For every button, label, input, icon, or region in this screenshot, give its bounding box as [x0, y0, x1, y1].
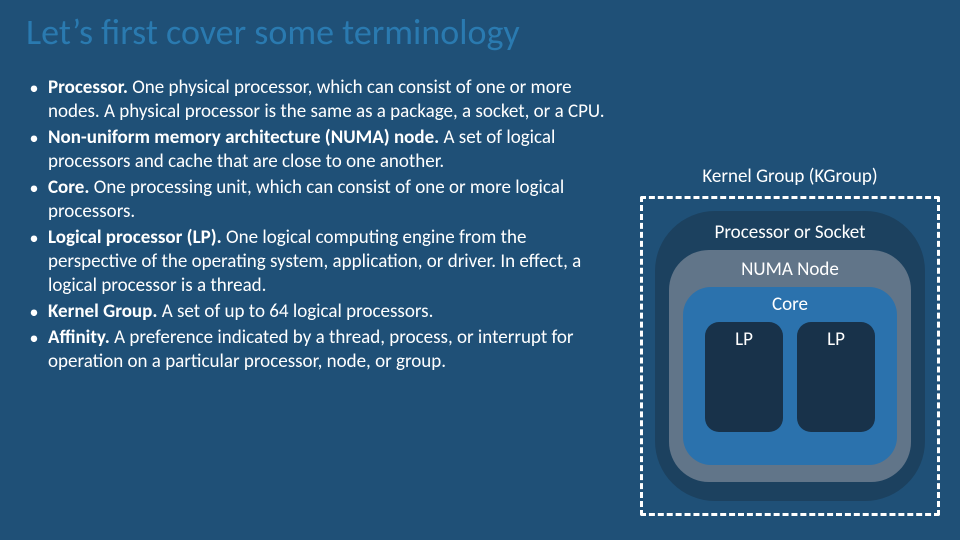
kgroup-box: Processor or Socket NUMA Node Core LP LP — [640, 196, 940, 516]
bullet-dot-icon: • — [20, 326, 48, 374]
bullet-dot-icon: • — [20, 300, 48, 324]
bullet-dot-icon: • — [20, 76, 48, 124]
bullet-text: Non-uniform memory architecture (NUMA) n… — [48, 126, 610, 174]
bullet-text: Kernel Group. A set of up to 64 logical … — [48, 300, 433, 324]
slide-title: Let’s first cover some terminology — [26, 10, 520, 54]
list-item: • Kernel Group. A set of up to 64 logica… — [20, 300, 610, 324]
bullet-dot-icon: • — [20, 126, 48, 174]
lp-box: LP — [797, 322, 875, 432]
numa-label: NUMA Node — [669, 258, 911, 281]
bullet-text: Affinity. A preference indicated by a th… — [48, 326, 610, 374]
list-item: • Logical processor (LP). One logical co… — [20, 226, 610, 298]
list-item: • Core. One processing unit, which can c… — [20, 176, 610, 224]
processor-label: Processor or Socket — [655, 221, 925, 244]
bullet-text: Core. One processing unit, which can con… — [48, 176, 610, 224]
numa-box: NUMA Node Core LP LP — [669, 250, 911, 482]
core-label: Core — [683, 293, 897, 316]
list-item: • Non-uniform memory architecture (NUMA)… — [20, 126, 610, 174]
processor-box: Processor or Socket NUMA Node Core LP LP — [655, 211, 925, 501]
bullet-dot-icon: • — [20, 226, 48, 298]
hierarchy-diagram: Kernel Group (KGroup) Processor or Socke… — [640, 165, 940, 516]
bullet-list: • Processor. One physical processor, whi… — [20, 76, 610, 376]
lp-box: LP — [705, 322, 783, 432]
lp-row: LP LP — [683, 322, 897, 432]
list-item: • Affinity. A preference indicated by a … — [20, 326, 610, 374]
bullet-dot-icon: • — [20, 176, 48, 224]
bullet-text: Logical processor (LP). One logical comp… — [48, 226, 610, 298]
bullet-text: Processor. One physical processor, which… — [48, 76, 610, 124]
kgroup-label: Kernel Group (KGroup) — [640, 165, 940, 188]
list-item: • Processor. One physical processor, whi… — [20, 76, 610, 124]
core-box: Core LP LP — [683, 287, 897, 465]
